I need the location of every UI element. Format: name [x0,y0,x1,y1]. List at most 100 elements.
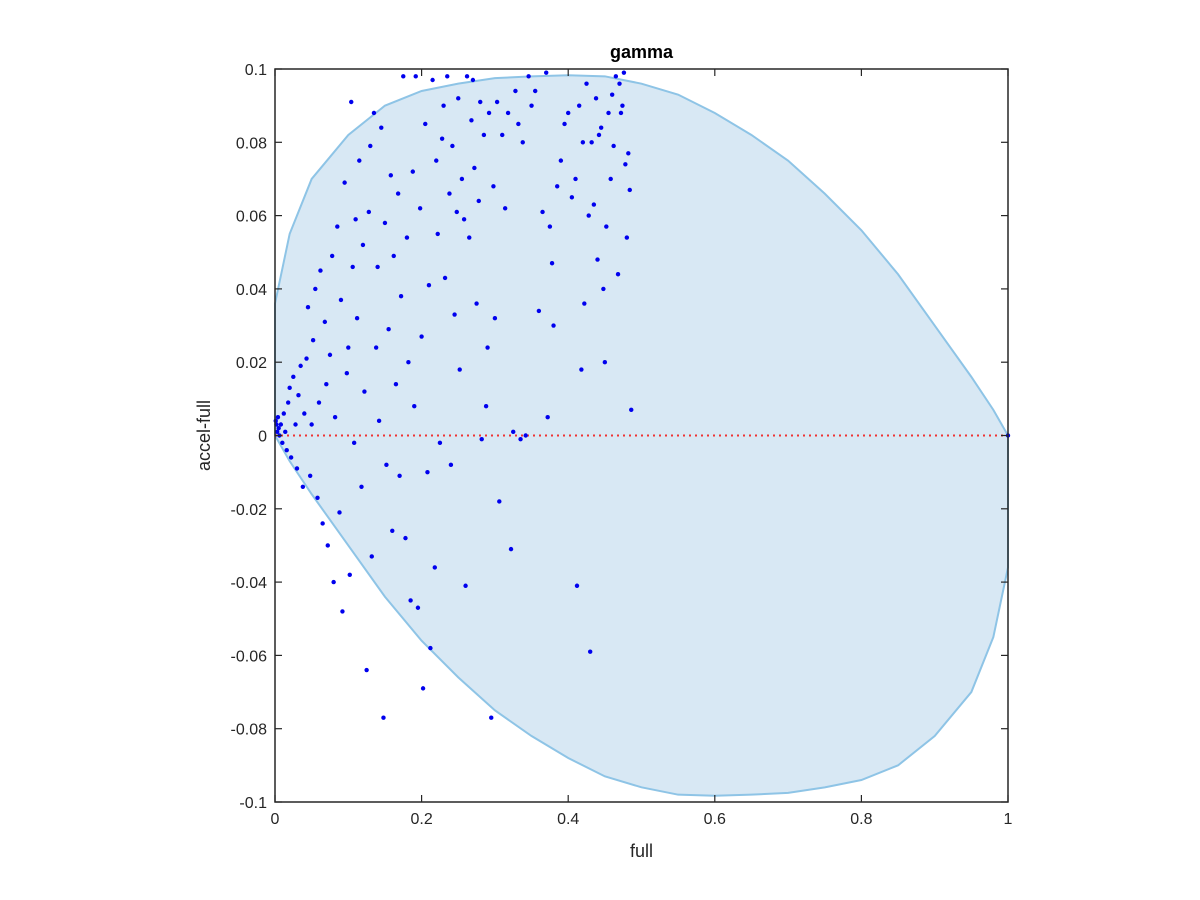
data-point [479,436,484,442]
y-tick-label: 0.1 [245,62,267,79]
data-point [573,176,578,182]
data-point [469,118,474,123]
data-point [327,352,333,358]
data-point [593,96,599,101]
data-point [342,180,347,185]
data-point [304,356,309,361]
data-point [291,374,296,380]
data-point [609,92,615,97]
data-point [627,187,632,193]
data-point [435,231,440,237]
data-point [595,257,600,262]
data-point [280,440,285,446]
data-point [426,283,432,288]
data-point [452,312,457,317]
data-point [386,327,391,332]
data-point [347,572,352,577]
x-tick-label: 0.6 [704,811,726,828]
y-tick-label: -0.08 [231,722,268,739]
data-point [332,414,338,420]
data-point [281,411,286,416]
data-point [324,381,329,387]
data-point [376,418,382,424]
data-point [489,715,494,720]
data-point [362,389,367,394]
data-point [613,74,619,79]
data-point [307,473,313,479]
data-point [445,74,450,79]
data-point [331,579,336,585]
data-point [346,345,351,350]
x-tick-label: 0 [271,811,280,828]
data-point [500,132,505,138]
data-point [598,125,604,130]
data-point [623,162,628,167]
data-point [366,209,372,215]
data-point [393,381,399,387]
y-tick-label: 0.02 [236,355,267,372]
data-point [351,440,357,446]
y-tick-label: -0.02 [231,502,268,519]
data-point [309,422,314,427]
data-point [624,235,630,240]
data-point [381,715,386,720]
data-point [576,103,582,108]
y-axis-label: accel-full [194,400,214,471]
data-point [584,81,589,86]
data-point [276,425,281,431]
data-point [533,88,538,94]
data-point [325,543,330,548]
data-point [354,316,360,321]
data-point [467,235,472,240]
data-point [364,667,369,673]
data-point [413,74,418,79]
data-point [608,176,613,182]
data-point [406,360,411,365]
data-point [566,110,571,116]
data-point [604,224,609,229]
data-point [523,433,528,438]
data-point [285,400,291,405]
data-point [403,535,408,541]
data-point [602,360,608,365]
data-point [497,499,502,504]
data-point [408,598,413,603]
data-point [318,268,323,273]
data-point [491,184,496,189]
data-point [428,645,433,651]
x-tick-label: 1 [1004,811,1013,828]
data-point [349,99,354,105]
data-point [463,583,468,588]
data-point [300,484,306,490]
data-point [313,286,318,292]
data-point [476,198,481,204]
data-point [298,363,303,369]
data-point [494,99,500,105]
data-point [384,462,389,468]
data-point [368,143,373,149]
data-point [549,261,555,266]
data-point [615,272,621,277]
y-tick-label: 0.06 [236,209,267,226]
data-point [425,469,430,475]
data-point [337,510,342,515]
data-point [505,110,511,116]
data-point [430,77,435,83]
data-point [423,121,428,127]
data-point [456,96,461,101]
data-point [315,495,320,501]
data-point [621,70,627,75]
data-point [540,209,545,215]
data-point [302,411,307,416]
data-point [555,184,560,189]
data-point [601,286,606,292]
data-point [390,528,395,533]
data-point [511,429,516,435]
data-point [629,407,634,413]
data-point [410,169,415,174]
data-point [606,110,611,116]
data-point [335,224,340,229]
data-point [441,103,446,108]
data-point [508,546,514,552]
data-point [294,466,300,471]
